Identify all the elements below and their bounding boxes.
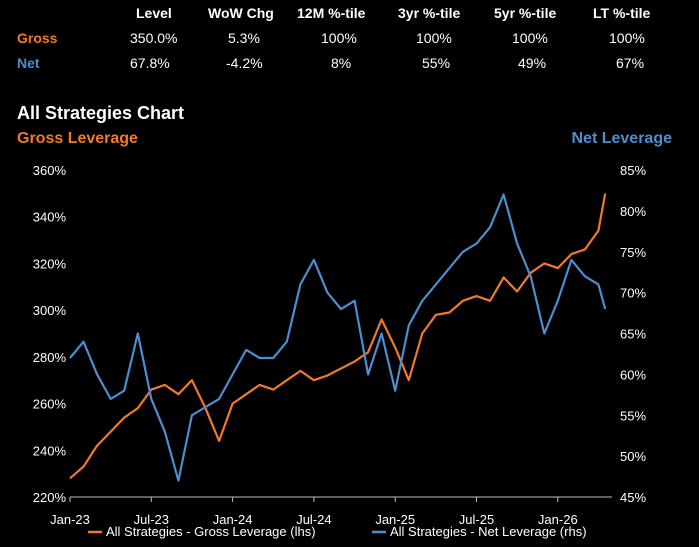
right-tick-label: 45% bbox=[620, 490, 646, 505]
x-tick-label: Jan-23 bbox=[50, 512, 90, 527]
net-level: 67.8% bbox=[130, 55, 170, 71]
x-tick-label: Jul-24 bbox=[296, 512, 331, 527]
right-tick-label: 70% bbox=[620, 286, 646, 301]
header-3yr-tile: 3yr %-tile bbox=[398, 5, 461, 21]
header-12m-tile: 12M %-tile bbox=[297, 5, 366, 21]
net-leverage-line bbox=[69, 193, 607, 482]
x-tick-label: Jul-25 bbox=[459, 512, 494, 527]
gross-12m: 100% bbox=[321, 30, 357, 46]
right-tick-label: 85% bbox=[620, 163, 646, 178]
x-tick-label: Jan-26 bbox=[538, 512, 578, 527]
x-tick-label: Jan-24 bbox=[213, 512, 253, 527]
row-label-net: Net bbox=[17, 55, 40, 71]
right-tick-label: 75% bbox=[620, 245, 646, 260]
row-label-gross: Gross bbox=[17, 30, 58, 46]
right-tick-label: 65% bbox=[620, 327, 646, 342]
left-axis-title: Gross Leverage bbox=[17, 130, 138, 147]
left-tick-label: 300% bbox=[33, 303, 67, 318]
left-tick-label: 260% bbox=[33, 397, 67, 412]
gross-5yr: 100% bbox=[512, 30, 548, 46]
gross-leverage-line bbox=[69, 193, 607, 480]
net-12m: 8% bbox=[331, 55, 352, 71]
left-tick-label: 340% bbox=[33, 210, 67, 225]
chart-title: All Strategies Chart bbox=[17, 103, 185, 123]
header-lt-tile: LT %-tile bbox=[593, 5, 651, 21]
legend-gross-label: All Strategies - Gross Leverage (lhs) bbox=[106, 524, 316, 539]
gross-level: 350.0% bbox=[130, 30, 178, 46]
net-lt: 67% bbox=[616, 55, 645, 71]
header-level: Level bbox=[136, 5, 172, 21]
gross-lt: 100% bbox=[609, 30, 645, 46]
header-wow-chg: WoW Chg bbox=[208, 5, 274, 21]
net-3yr: 55% bbox=[422, 55, 451, 71]
x-tick-label: Jul-23 bbox=[134, 512, 169, 527]
right-tick-label: 80% bbox=[620, 204, 646, 219]
header-5yr-tile: 5yr %-tile bbox=[494, 5, 557, 21]
stats-table: Level WoW Chg 12M %-tile 3yr %-tile 5yr … bbox=[0, 0, 699, 80]
left-tick-label: 320% bbox=[33, 256, 67, 271]
left-tick-label: 220% bbox=[33, 490, 67, 505]
left-tick-label: 360% bbox=[33, 163, 67, 178]
net-5yr: 49% bbox=[518, 55, 547, 71]
right-tick-label: 50% bbox=[620, 449, 646, 464]
x-tick-label: Jan-25 bbox=[375, 512, 415, 527]
net-wow: -4.2% bbox=[226, 55, 263, 71]
legend-net-label: All Strategies - Net Leverage (rhs) bbox=[390, 524, 587, 539]
right-tick-label: 55% bbox=[620, 408, 646, 423]
left-tick-label: 240% bbox=[33, 443, 67, 458]
left-tick-label: 280% bbox=[33, 350, 67, 365]
gross-3yr: 100% bbox=[416, 30, 452, 46]
gross-wow: 5.3% bbox=[228, 30, 260, 46]
right-axis-title: Net Leverage bbox=[571, 130, 673, 147]
right-tick-label: 60% bbox=[620, 367, 646, 382]
